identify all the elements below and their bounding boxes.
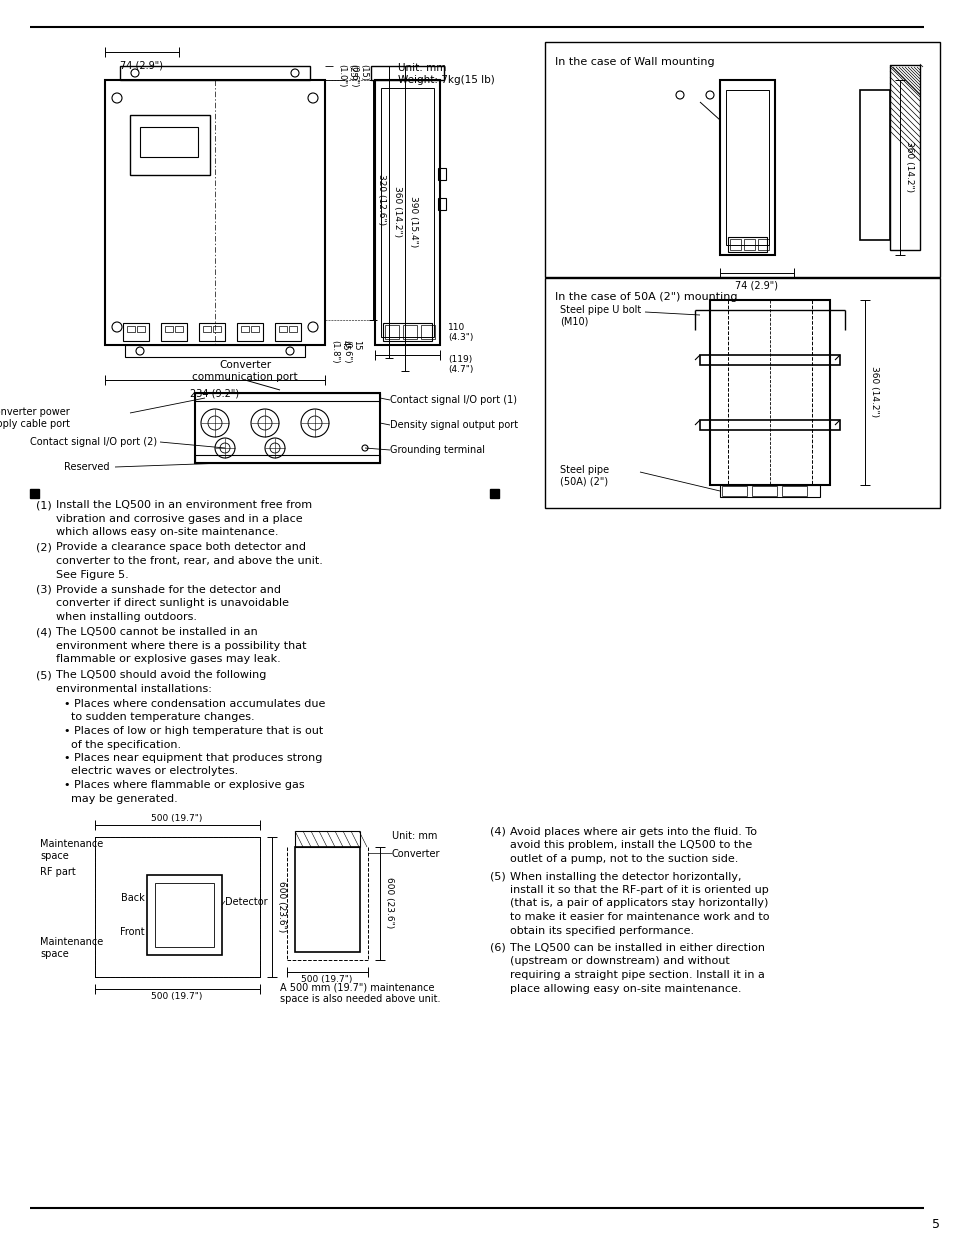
Bar	[294, 847, 359, 952]
Text: Steel pipe
(50A) (2"): Steel pipe (50A) (2")	[559, 466, 608, 487]
Text: of the specification.: of the specification.	[64, 740, 181, 750]
Text: (15)
(0.6"): (15) (0.6")	[349, 64, 368, 88]
Bar	[137, 326, 145, 332]
Bar	[203, 326, 211, 332]
Text: • Places of low or high temperature that is out: • Places of low or high temperature that…	[64, 726, 323, 736]
Bar	[420, 325, 435, 338]
Text: 15
(0.6"): 15 (0.6")	[341, 340, 361, 363]
Text: When installing the detector horizontally,: When installing the detector horizontall…	[510, 872, 740, 882]
Text: which allows easy on-site maintenance.: which allows easy on-site maintenance.	[56, 527, 278, 537]
Text: (4): (4)	[36, 627, 51, 637]
Text: 390 (15.4"): 390 (15.4")	[409, 196, 417, 248]
Text: environment where there is a possibility that: environment where there is a possibility…	[56, 641, 306, 651]
Text: (3): (3)	[36, 585, 51, 595]
Text: (that is, a pair of applicators stay horizontally): (that is, a pair of applicators stay hor…	[510, 899, 767, 909]
Bar	[140, 127, 198, 157]
Text: • Places where condensation accumulates due: • Places where condensation accumulates …	[64, 699, 325, 709]
Bar	[751, 487, 776, 496]
Bar	[274, 324, 301, 341]
Bar	[174, 326, 183, 332]
Text: Front: Front	[120, 927, 145, 937]
Text: Converter
communication port: Converter communication port	[192, 359, 297, 382]
Bar	[720, 80, 774, 254]
Text: 234 (9.2"): 234 (9.2")	[191, 388, 239, 398]
Bar	[437, 198, 446, 210]
Bar	[380, 88, 434, 337]
Bar	[382, 324, 432, 341]
Text: (1): (1)	[36, 500, 51, 510]
Bar	[720, 485, 820, 496]
Text: 110
(4.3"): 110 (4.3")	[448, 324, 473, 342]
Text: 500 (19.7"): 500 (19.7")	[152, 992, 202, 1002]
Text: Unit: mm: Unit: mm	[392, 831, 436, 841]
Bar	[199, 324, 225, 341]
Bar	[544, 278, 939, 508]
Text: Reserved: Reserved	[65, 462, 110, 472]
Text: 320 (12.6"): 320 (12.6")	[376, 174, 386, 226]
Text: (5): (5)	[36, 671, 51, 680]
Text: (upstream or downstream) and without: (upstream or downstream) and without	[510, 956, 729, 967]
Bar	[95, 837, 260, 977]
Bar	[194, 393, 379, 401]
Text: Converter power
supply cable port: Converter power supply cable port	[0, 408, 70, 429]
Text: 600 (23.6"): 600 (23.6")	[385, 877, 394, 929]
Text: Density signal output port: Density signal output port	[390, 420, 517, 430]
Bar	[95, 837, 260, 977]
Bar	[236, 324, 263, 341]
Bar	[123, 324, 149, 341]
Text: Maintenance
space: Maintenance space	[40, 839, 103, 861]
Bar	[147, 876, 222, 955]
Bar	[241, 326, 249, 332]
Bar	[130, 115, 210, 175]
Text: • Places near equipment that produces strong: • Places near equipment that produces st…	[64, 753, 322, 763]
Text: environmental installations:: environmental installations:	[56, 683, 212, 694]
Text: In the case of 50A (2") mounting: In the case of 50A (2") mounting	[555, 291, 737, 303]
Text: Steel pipe U bolt
(M10): Steel pipe U bolt (M10)	[559, 305, 640, 326]
Bar	[544, 42, 939, 277]
Text: (4): (4)	[490, 827, 505, 837]
Text: (25)
(1.0"): (25) (1.0")	[336, 64, 356, 88]
Bar	[194, 454, 379, 463]
Bar	[161, 324, 187, 341]
Text: Converter: Converter	[392, 848, 440, 860]
Bar	[375, 80, 439, 345]
Bar	[700, 420, 840, 430]
Bar	[165, 326, 172, 332]
Text: 360 (14.2"): 360 (14.2")	[869, 367, 878, 417]
Bar	[729, 240, 740, 249]
Bar	[490, 489, 498, 498]
Bar	[213, 326, 221, 332]
Bar	[120, 65, 310, 80]
Bar	[709, 300, 829, 485]
Bar	[721, 487, 746, 496]
Text: See Figure 5.: See Figure 5.	[56, 569, 129, 579]
Bar	[385, 325, 398, 338]
Bar	[859, 90, 889, 240]
Bar	[781, 487, 806, 496]
Text: • Places where flammable or explosive gas: • Places where flammable or explosive ga…	[64, 781, 304, 790]
Bar	[105, 80, 325, 345]
Text: Install the LQ500 in an environment free from: Install the LQ500 in an environment free…	[56, 500, 312, 510]
Text: converter if direct sunlight is unavoidable: converter if direct sunlight is unavoida…	[56, 599, 289, 609]
Text: avoid this problem, install the LQ500 to the: avoid this problem, install the LQ500 to…	[510, 841, 752, 851]
Text: flammable or explosive gases may leak.: flammable or explosive gases may leak.	[56, 655, 280, 664]
Text: 5: 5	[931, 1218, 939, 1231]
Bar	[437, 168, 446, 180]
Text: to make it easier for maintenance work and to: to make it easier for maintenance work a…	[510, 911, 769, 923]
Bar	[154, 883, 213, 947]
Text: Contact signal I/O port (1): Contact signal I/O port (1)	[390, 395, 517, 405]
Bar	[289, 326, 296, 332]
Text: requiring a straight pipe section. Install it in a: requiring a straight pipe section. Insta…	[510, 969, 764, 981]
Bar	[278, 326, 287, 332]
Text: 500 (19.7"): 500 (19.7")	[152, 814, 202, 823]
Text: electric waves or electrolytes.: electric waves or electrolytes.	[64, 767, 238, 777]
Text: Detector: Detector	[225, 897, 268, 906]
Bar	[30, 489, 39, 498]
Text: vibration and corrosive gases and in a place: vibration and corrosive gases and in a p…	[56, 514, 302, 524]
Text: (6): (6)	[490, 944, 505, 953]
Bar	[758, 240, 768, 249]
Text: Provide a clearance space both detector and: Provide a clearance space both detector …	[56, 542, 306, 552]
Bar	[371, 65, 443, 80]
Text: RF part: RF part	[40, 867, 75, 877]
Text: 500 (19.7"): 500 (19.7")	[301, 974, 353, 984]
